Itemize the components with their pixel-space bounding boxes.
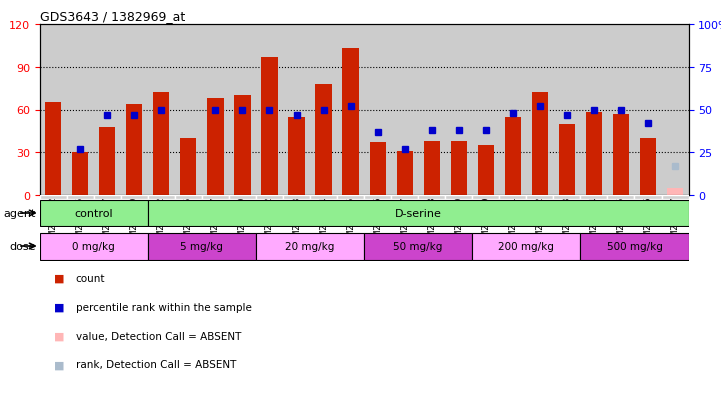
Text: ■: ■	[54, 302, 65, 312]
FancyBboxPatch shape	[634, 196, 662, 199]
Bar	[472, 233, 580, 260]
Text: GSM271377: GSM271377	[211, 196, 220, 244]
Bar	[477, 146, 494, 195]
Bar	[154, 93, 169, 195]
Text: 500 mg/kg: 500 mg/kg	[606, 242, 663, 252]
Text: D-serine: D-serine	[394, 209, 442, 218]
FancyBboxPatch shape	[662, 196, 689, 199]
Bar	[580, 233, 689, 260]
FancyBboxPatch shape	[66, 196, 94, 199]
FancyBboxPatch shape	[472, 196, 499, 199]
FancyBboxPatch shape	[202, 196, 229, 199]
FancyBboxPatch shape	[121, 196, 148, 199]
Bar	[40, 233, 148, 260]
Bar	[256, 233, 364, 260]
Bar	[342, 49, 358, 195]
Text: GSM271369: GSM271369	[130, 196, 138, 244]
FancyBboxPatch shape	[445, 196, 472, 199]
Text: GSM271375: GSM271375	[184, 196, 193, 244]
Text: GSM271392: GSM271392	[536, 196, 544, 244]
Text: GSM271367: GSM271367	[103, 196, 112, 244]
Text: GSM271379: GSM271379	[238, 196, 247, 244]
Text: GDS3643 / 1382969_at: GDS3643 / 1382969_at	[40, 10, 185, 23]
Bar	[126, 104, 143, 195]
FancyBboxPatch shape	[256, 196, 283, 199]
Text: percentile rank within the sample: percentile rank within the sample	[76, 302, 252, 312]
Bar	[208, 99, 224, 195]
Bar	[180, 139, 196, 195]
Text: GSM271397: GSM271397	[671, 196, 679, 244]
Text: GSM271384: GSM271384	[319, 196, 328, 244]
Text: 50 mg/kg: 50 mg/kg	[394, 242, 443, 252]
Text: GSM271382: GSM271382	[265, 196, 274, 244]
FancyBboxPatch shape	[94, 196, 121, 199]
Bar	[72, 153, 88, 195]
Text: GSM271391: GSM271391	[508, 196, 517, 244]
Bar	[148, 201, 689, 226]
Bar	[40, 201, 148, 226]
Text: GSM271365: GSM271365	[76, 196, 84, 244]
FancyBboxPatch shape	[229, 196, 256, 199]
Text: 0 mg/kg: 0 mg/kg	[72, 242, 115, 252]
Bar	[99, 127, 115, 195]
Bar	[613, 114, 629, 195]
Bar	[234, 96, 251, 195]
FancyBboxPatch shape	[580, 196, 607, 199]
Text: GSM271388: GSM271388	[428, 196, 436, 244]
FancyBboxPatch shape	[526, 196, 554, 199]
Text: agent: agent	[4, 209, 36, 218]
FancyBboxPatch shape	[554, 196, 580, 199]
Text: 200 mg/kg: 200 mg/kg	[498, 242, 554, 252]
Text: control: control	[74, 209, 113, 218]
Bar	[316, 85, 332, 195]
Bar	[559, 124, 575, 195]
Bar	[364, 233, 472, 260]
Bar	[424, 142, 440, 195]
Text: dose: dose	[9, 242, 36, 252]
Bar	[45, 103, 61, 195]
FancyBboxPatch shape	[391, 196, 418, 199]
FancyBboxPatch shape	[418, 196, 445, 199]
Bar	[640, 139, 656, 195]
Text: GSM271372: GSM271372	[157, 196, 166, 244]
FancyBboxPatch shape	[337, 196, 364, 199]
FancyBboxPatch shape	[310, 196, 337, 199]
Text: GSM271385: GSM271385	[346, 196, 355, 244]
Text: rank, Detection Call = ABSENT: rank, Detection Call = ABSENT	[76, 360, 236, 370]
Text: value, Detection Call = ABSENT: value, Detection Call = ABSENT	[76, 331, 241, 341]
Text: ■: ■	[54, 331, 65, 341]
Text: GSM271386: GSM271386	[373, 196, 382, 244]
FancyBboxPatch shape	[174, 196, 202, 199]
Bar	[532, 93, 548, 195]
Text: GSM271396: GSM271396	[644, 196, 653, 244]
Bar	[262, 58, 278, 195]
Text: GSM271395: GSM271395	[616, 196, 625, 244]
FancyBboxPatch shape	[148, 196, 174, 199]
Text: GSM271383: GSM271383	[292, 196, 301, 244]
Bar	[148, 233, 256, 260]
Text: ■: ■	[54, 273, 65, 283]
Bar	[369, 143, 386, 195]
FancyBboxPatch shape	[499, 196, 526, 199]
Text: GSM271362: GSM271362	[49, 196, 58, 244]
Bar	[288, 117, 304, 195]
Text: GSM271394: GSM271394	[590, 196, 598, 244]
Bar	[667, 188, 684, 195]
FancyBboxPatch shape	[283, 196, 310, 199]
Text: GSM271389: GSM271389	[454, 196, 463, 244]
Text: count: count	[76, 273, 105, 283]
Bar	[505, 117, 521, 195]
Text: GSM271390: GSM271390	[482, 196, 490, 244]
Text: 5 mg/kg: 5 mg/kg	[180, 242, 224, 252]
Text: GSM271387: GSM271387	[400, 196, 409, 244]
FancyBboxPatch shape	[40, 196, 66, 199]
Bar	[451, 142, 467, 195]
Bar	[397, 152, 412, 195]
FancyBboxPatch shape	[607, 196, 634, 199]
Text: ■: ■	[54, 360, 65, 370]
Text: 20 mg/kg: 20 mg/kg	[286, 242, 335, 252]
FancyBboxPatch shape	[364, 196, 391, 199]
Text: GSM271393: GSM271393	[562, 196, 571, 244]
Bar	[585, 113, 602, 195]
